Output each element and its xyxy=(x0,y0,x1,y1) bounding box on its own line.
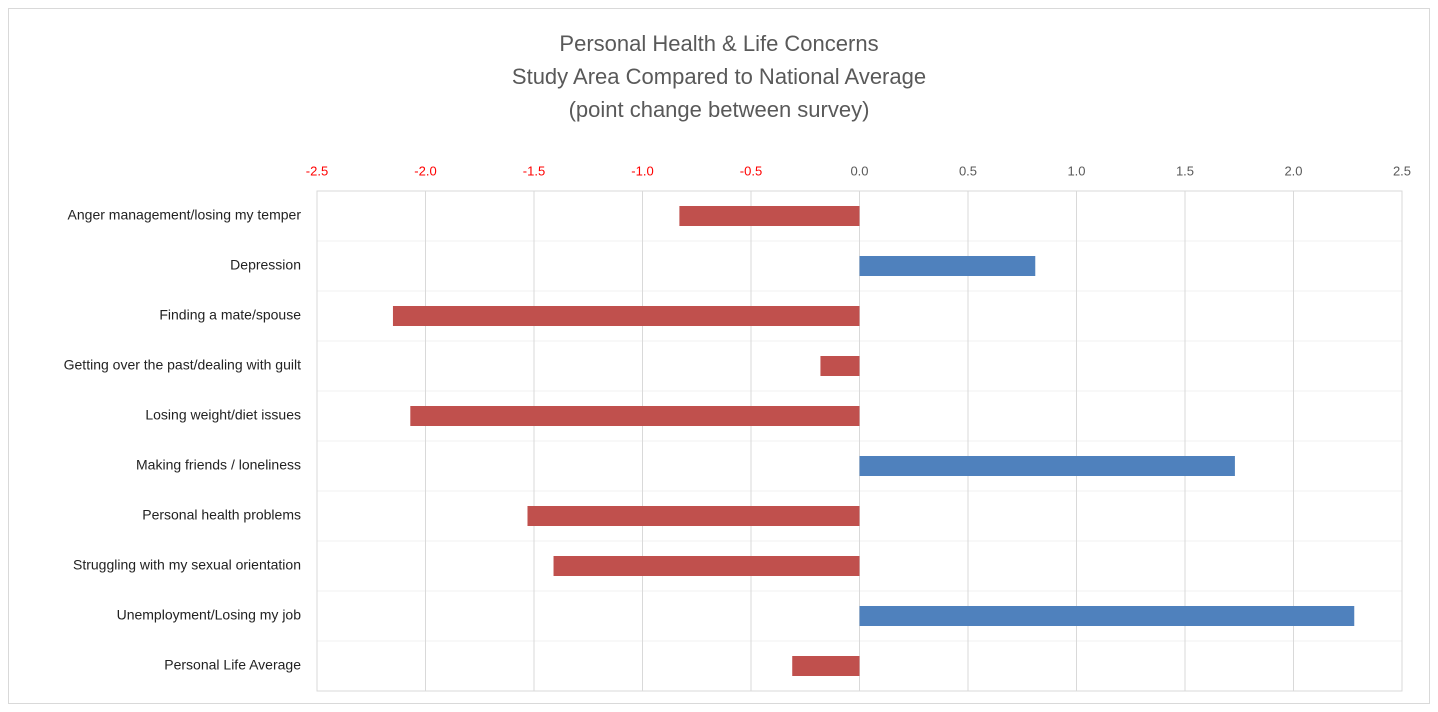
y-tick-label: Unemployment/Losing my job xyxy=(117,607,302,623)
x-tick-label: -1.5 xyxy=(523,163,545,178)
bar xyxy=(859,256,1036,276)
bar xyxy=(553,556,860,576)
chart-frame xyxy=(8,8,1430,704)
y-tick-label: Finding a mate/spouse xyxy=(159,307,301,323)
y-tick-label: Losing weight/diet issues xyxy=(145,407,301,423)
y-tick-label: Depression xyxy=(230,257,301,273)
y-tick-label: Anger management/losing my temper xyxy=(68,207,302,223)
y-tick-label: Struggling with my sexual orientation xyxy=(73,557,301,573)
bar xyxy=(820,356,860,376)
x-tick-label: 2.5 xyxy=(1393,163,1411,178)
bar xyxy=(859,606,1355,626)
x-tick-label: -0.5 xyxy=(740,163,762,178)
plot-border xyxy=(316,190,1403,692)
bar xyxy=(792,656,860,676)
y-tick-label: Personal health problems xyxy=(142,507,301,523)
bar xyxy=(392,306,860,326)
x-tick-label: -2.0 xyxy=(414,163,436,178)
x-tick-label: 1.5 xyxy=(1176,163,1194,178)
x-tick-label: -1.0 xyxy=(631,163,653,178)
y-tick-label: Getting over the past/dealing with guilt xyxy=(64,357,301,373)
y-tick-label: Personal Life Average xyxy=(164,657,301,673)
chart-title: Study Area Compared to National Average xyxy=(512,64,926,89)
bar xyxy=(410,406,860,426)
bar xyxy=(679,206,860,226)
y-tick-label: Making friends / loneliness xyxy=(136,457,301,473)
x-tick-label: -2.5 xyxy=(306,163,328,178)
x-tick-label: 0.0 xyxy=(850,163,868,178)
bar xyxy=(527,506,860,526)
chart-title: Personal Health & Life Concerns xyxy=(559,31,878,56)
x-tick-label: 2.0 xyxy=(1284,163,1302,178)
x-tick-label: 1.0 xyxy=(1067,163,1085,178)
x-tick-label: 0.5 xyxy=(959,163,977,178)
chart-title: (point change between survey) xyxy=(569,97,870,122)
bar xyxy=(859,456,1235,476)
